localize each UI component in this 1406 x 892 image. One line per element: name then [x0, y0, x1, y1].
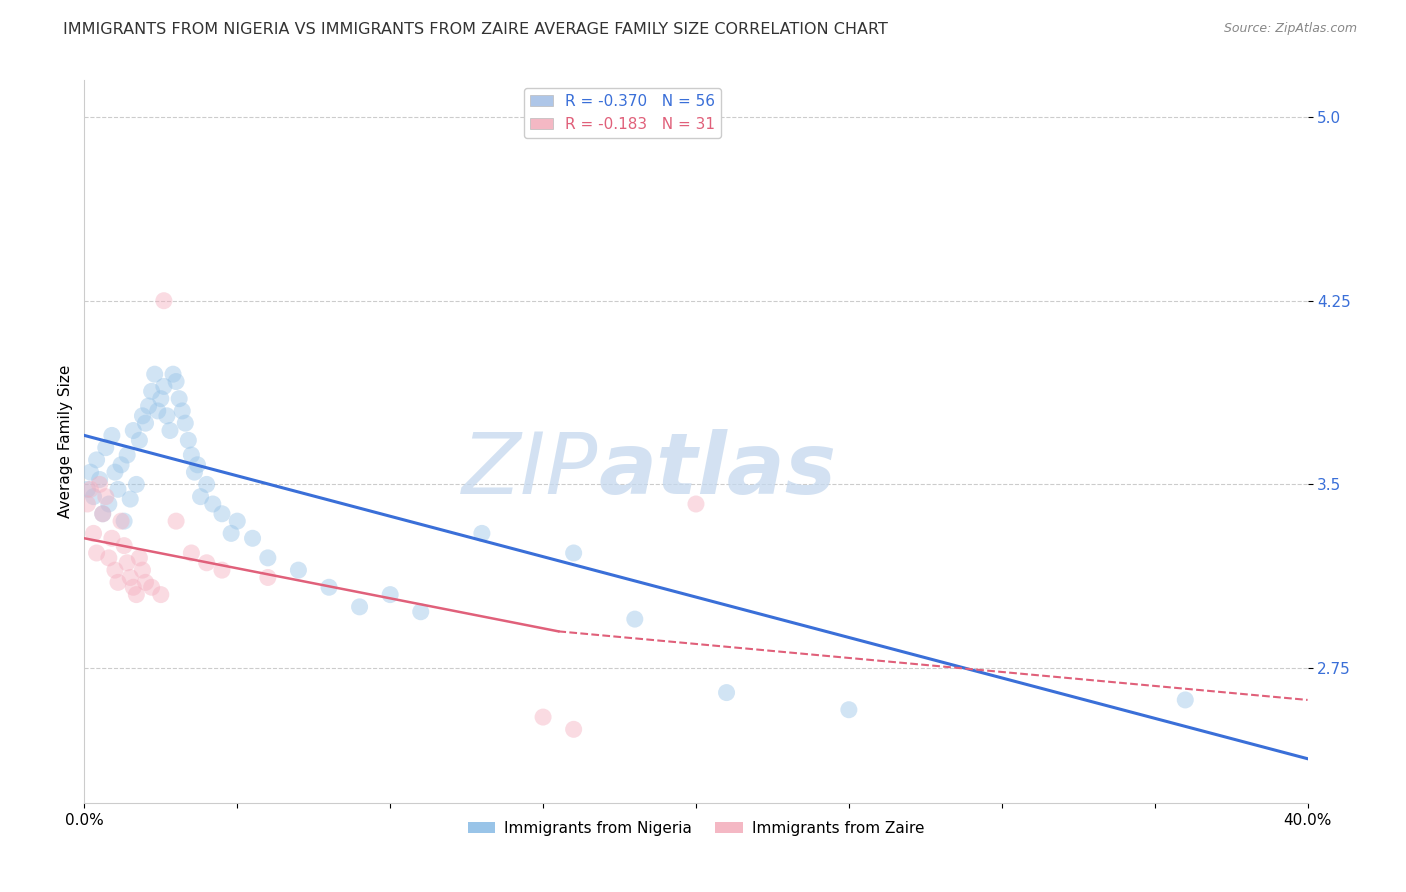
Point	[131, 409, 153, 423]
Point	[141, 384, 163, 399]
Text: IMMIGRANTS FROM NIGERIA VS IMMIGRANTS FROM ZAIRE AVERAGE FAMILY SIZE CORRELATION: IMMIGRANTS FROM NIGERIA VS IMMIGRANTS FR…	[63, 22, 889, 37]
Point	[838, 703, 860, 717]
Point	[79, 465, 101, 479]
Point	[135, 575, 157, 590]
Text: atlas: atlas	[598, 429, 837, 512]
Point	[76, 497, 98, 511]
Point	[83, 526, 105, 541]
Point	[190, 490, 212, 504]
Point	[219, 526, 242, 541]
Point	[685, 497, 707, 511]
Point	[1174, 693, 1197, 707]
Point	[112, 539, 135, 553]
Point	[174, 416, 197, 430]
Point	[104, 465, 127, 479]
Point	[141, 580, 163, 594]
Point	[380, 588, 402, 602]
Point	[101, 531, 124, 545]
Point	[318, 580, 340, 594]
Point	[349, 599, 371, 614]
Point	[624, 612, 647, 626]
Point	[110, 514, 132, 528]
Point	[91, 507, 114, 521]
Point	[167, 392, 190, 406]
Point	[104, 563, 127, 577]
Point	[531, 710, 554, 724]
Point	[165, 514, 187, 528]
Point	[159, 424, 181, 438]
Point	[115, 448, 138, 462]
Point	[101, 428, 124, 442]
Point	[562, 723, 585, 737]
Point	[149, 392, 172, 406]
Point	[165, 375, 187, 389]
Point	[211, 563, 233, 577]
Point	[471, 526, 494, 541]
Point	[162, 367, 184, 381]
Point	[79, 483, 101, 497]
Point	[257, 570, 280, 584]
Legend: Immigrants from Nigeria, Immigrants from Zaire: Immigrants from Nigeria, Immigrants from…	[461, 815, 931, 842]
Point	[97, 550, 120, 565]
Text: ZIP: ZIP	[461, 429, 598, 512]
Point	[153, 379, 176, 393]
Point	[177, 434, 200, 448]
Point	[195, 477, 218, 491]
Point	[195, 556, 218, 570]
Point	[94, 490, 117, 504]
Point	[122, 580, 145, 594]
Point	[149, 588, 172, 602]
Point	[180, 448, 202, 462]
Point	[172, 404, 194, 418]
Point	[287, 563, 309, 577]
Point	[156, 409, 179, 423]
Point	[135, 416, 157, 430]
Point	[125, 588, 148, 602]
Point	[138, 399, 160, 413]
Point	[112, 514, 135, 528]
Point	[89, 473, 111, 487]
Point	[226, 514, 249, 528]
Point	[131, 563, 153, 577]
Point	[128, 550, 150, 565]
Point	[716, 685, 738, 699]
Point	[122, 424, 145, 438]
Point	[146, 404, 169, 418]
Point	[409, 605, 432, 619]
Point	[115, 556, 138, 570]
Point	[128, 434, 150, 448]
Point	[94, 441, 117, 455]
Point	[91, 507, 114, 521]
Point	[257, 550, 280, 565]
Point	[83, 490, 105, 504]
Text: Source: ZipAtlas.com: Source: ZipAtlas.com	[1223, 22, 1357, 36]
Point	[76, 483, 98, 497]
Point	[120, 570, 142, 584]
Point	[97, 497, 120, 511]
Point	[125, 477, 148, 491]
Point	[107, 575, 129, 590]
Point	[201, 497, 224, 511]
Point	[86, 453, 108, 467]
Point	[186, 458, 208, 472]
Point	[180, 546, 202, 560]
Point	[86, 546, 108, 560]
Point	[89, 477, 111, 491]
Point	[143, 367, 166, 381]
Y-axis label: Average Family Size: Average Family Size	[58, 365, 73, 518]
Point	[110, 458, 132, 472]
Point	[120, 492, 142, 507]
Point	[183, 465, 205, 479]
Point	[211, 507, 233, 521]
Point	[562, 546, 585, 560]
Point	[107, 483, 129, 497]
Point	[242, 531, 264, 545]
Point	[153, 293, 176, 308]
